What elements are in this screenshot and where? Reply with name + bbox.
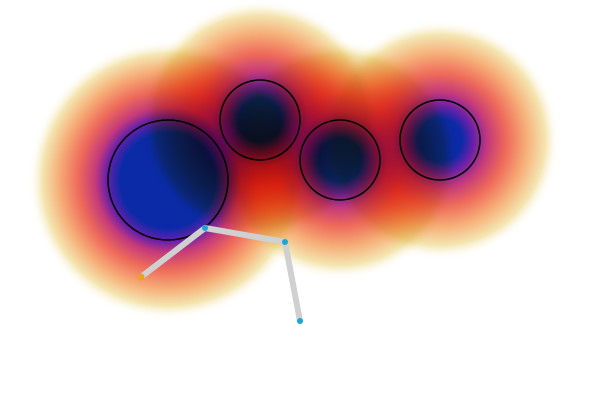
arm-base-joint[interactable] xyxy=(138,274,145,281)
arm-joint-1[interactable] xyxy=(202,225,208,231)
field-halo-4 xyxy=(320,20,560,260)
arm-end-effector[interactable] xyxy=(297,318,303,324)
potential-field-layer xyxy=(28,0,560,320)
arm-joint-2[interactable] xyxy=(282,239,288,245)
